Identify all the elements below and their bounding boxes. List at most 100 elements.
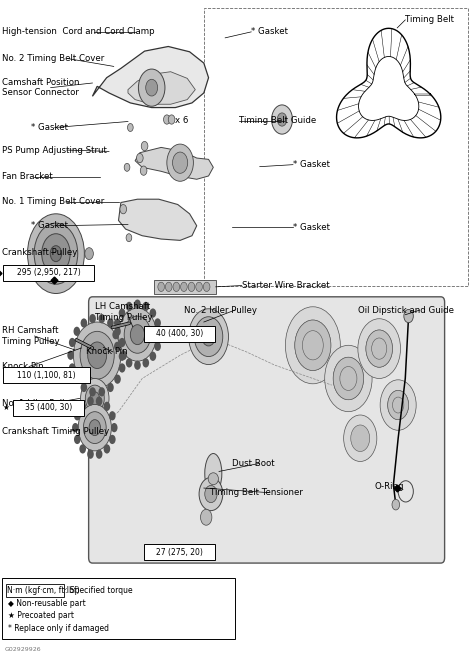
Text: G02929926: G02929926 (5, 647, 41, 652)
Text: N·m (kgf·cm, ft·lbf): N·m (kgf·cm, ft·lbf) (7, 586, 80, 595)
Circle shape (143, 358, 149, 367)
Circle shape (158, 282, 164, 291)
Circle shape (201, 509, 212, 525)
Circle shape (120, 351, 127, 360)
Circle shape (150, 352, 156, 361)
Circle shape (85, 385, 104, 412)
Polygon shape (92, 46, 209, 108)
Text: * Gasket: * Gasket (293, 222, 330, 232)
Ellipse shape (208, 473, 219, 485)
Circle shape (118, 352, 125, 361)
Circle shape (99, 387, 105, 396)
Text: Knock Pin: Knock Pin (2, 362, 44, 371)
Circle shape (388, 390, 409, 420)
Circle shape (78, 404, 111, 451)
Circle shape (74, 435, 81, 444)
FancyBboxPatch shape (6, 584, 64, 597)
Circle shape (128, 124, 133, 131)
Circle shape (137, 153, 143, 163)
Circle shape (126, 358, 132, 367)
Circle shape (114, 342, 121, 351)
Circle shape (130, 325, 145, 345)
Circle shape (202, 327, 215, 346)
Circle shape (358, 319, 401, 378)
Text: Camshaft Position
Sensor Connector: Camshaft Position Sensor Connector (2, 78, 80, 98)
FancyBboxPatch shape (13, 400, 84, 416)
Text: PS Pump Adjusting Strut: PS Pump Adjusting Strut (2, 145, 107, 155)
Text: Oil Dipstick and Guide: Oil Dipstick and Guide (358, 305, 454, 315)
Polygon shape (128, 72, 195, 104)
Text: * Gasket: * Gasket (293, 160, 330, 169)
Circle shape (119, 363, 126, 373)
Circle shape (81, 319, 87, 328)
Text: LH Camshaft
Timing Pulley: LH Camshaft Timing Pulley (95, 302, 153, 322)
Circle shape (154, 318, 161, 327)
FancyBboxPatch shape (2, 578, 235, 639)
Circle shape (96, 396, 102, 406)
Circle shape (89, 420, 100, 436)
Text: No. 2 Timing Belt Cover: No. 2 Timing Belt Cover (2, 54, 105, 63)
Circle shape (50, 246, 62, 262)
FancyBboxPatch shape (3, 367, 90, 383)
Circle shape (107, 382, 114, 392)
Circle shape (73, 327, 80, 336)
Circle shape (154, 342, 161, 351)
Circle shape (87, 450, 94, 459)
Text: * Gasket: * Gasket (31, 221, 68, 230)
Text: No. 2 Idler Pulley: No. 2 Idler Pulley (184, 305, 257, 315)
Circle shape (150, 308, 156, 317)
Text: Timing Belt: Timing Belt (405, 15, 454, 25)
Text: 35 (400, 30): 35 (400, 30) (25, 403, 72, 412)
Text: x 6: x 6 (175, 116, 189, 125)
Circle shape (72, 423, 79, 432)
Text: * Gasket: * Gasket (31, 123, 68, 132)
Text: ◆ Non-reusable part: ◆ Non-reusable part (8, 599, 86, 608)
Circle shape (96, 450, 102, 459)
FancyBboxPatch shape (144, 544, 215, 560)
Circle shape (143, 302, 149, 311)
Circle shape (285, 307, 340, 384)
Circle shape (73, 322, 121, 388)
Circle shape (118, 308, 125, 317)
Ellipse shape (205, 454, 222, 493)
Circle shape (99, 314, 105, 323)
Circle shape (388, 390, 409, 420)
Circle shape (134, 299, 141, 309)
Circle shape (73, 374, 80, 384)
Circle shape (109, 411, 116, 420)
Circle shape (173, 152, 188, 173)
Circle shape (107, 319, 114, 328)
Text: High-tension  Cord and Cord Clamp: High-tension Cord and Cord Clamp (2, 27, 155, 37)
Circle shape (372, 338, 387, 359)
Circle shape (188, 282, 195, 291)
FancyBboxPatch shape (3, 265, 94, 281)
Circle shape (295, 320, 331, 371)
Circle shape (380, 380, 416, 430)
Circle shape (88, 342, 107, 369)
Text: O-Ring: O-Ring (374, 481, 404, 491)
Circle shape (80, 331, 114, 379)
Circle shape (181, 282, 187, 291)
Circle shape (134, 361, 141, 370)
Text: RH Camshaft
Timing Pulley: RH Camshaft Timing Pulley (2, 326, 60, 346)
Circle shape (85, 248, 93, 260)
Circle shape (173, 282, 180, 291)
Polygon shape (118, 199, 197, 240)
Circle shape (196, 282, 202, 291)
Text: 40 (400, 30): 40 (400, 30) (156, 329, 203, 339)
Circle shape (203, 282, 210, 291)
Bar (154, 280, 216, 294)
Circle shape (104, 402, 110, 411)
Circle shape (34, 223, 78, 284)
Circle shape (295, 320, 331, 371)
FancyBboxPatch shape (144, 326, 215, 342)
Text: 110 (1,100, 81): 110 (1,100, 81) (17, 371, 76, 380)
Circle shape (333, 357, 364, 400)
Circle shape (344, 415, 377, 461)
Circle shape (167, 144, 193, 181)
Circle shape (366, 330, 392, 367)
Text: Knock Pin: Knock Pin (86, 347, 128, 357)
Circle shape (109, 435, 116, 444)
Circle shape (140, 166, 147, 175)
Circle shape (67, 351, 74, 360)
